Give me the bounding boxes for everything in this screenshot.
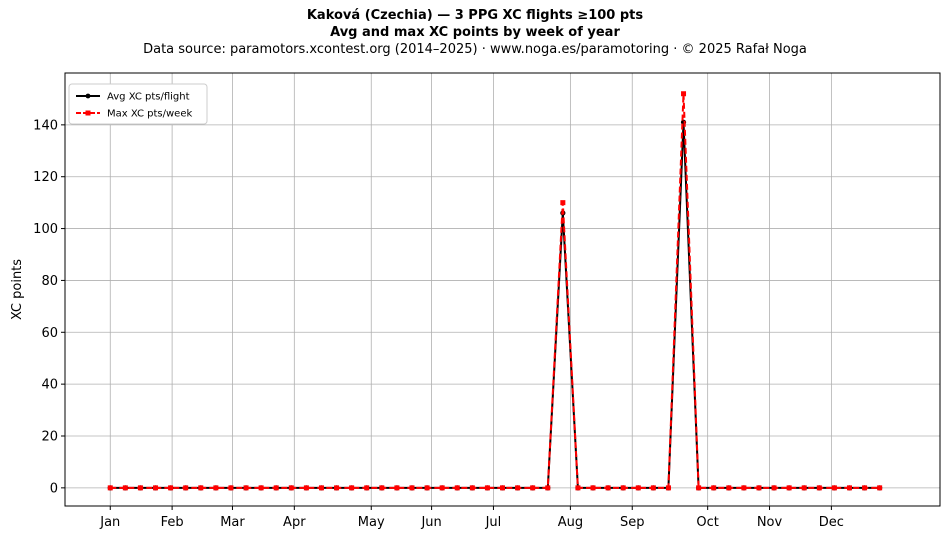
x-tick-label: Jun: [420, 515, 441, 530]
data-point-max: [122, 485, 128, 491]
data-point-max: [665, 485, 671, 491]
data-point-max: [650, 485, 656, 491]
data-point-max: [771, 485, 777, 491]
data-point-max: [681, 91, 687, 97]
plot-frame: [64, 72, 941, 507]
data-point-max: [530, 485, 536, 491]
y-axis-label: XC points: [10, 259, 25, 320]
data-point-max: [183, 485, 189, 491]
x-tick-label: Aug: [558, 515, 583, 530]
x-tick-label: Jan: [99, 515, 120, 530]
data-point-max: [107, 485, 113, 491]
y-tick-label: 20: [41, 429, 58, 444]
data-point-max: [469, 485, 475, 491]
data-point-max: [575, 485, 581, 491]
x-tick-label: Mar: [220, 515, 245, 530]
legend-box: [68, 83, 208, 125]
data-point-max: [439, 485, 445, 491]
x-tick-label: May: [358, 515, 385, 530]
data-point-max: [243, 485, 249, 491]
chart-title: Kaková (Czechia) — 3 PPG XC flights ≥100…: [306, 8, 644, 23]
legend-label: Avg XC pts/flight: [107, 92, 190, 103]
data-point-max: [394, 485, 400, 491]
data-point-max: [213, 485, 219, 491]
series-line-max: [110, 92, 880, 489]
data-point-max: [349, 485, 355, 491]
legend-swatch-marker: [85, 110, 91, 116]
data-point-max: [409, 485, 415, 491]
data-point-max: [484, 485, 490, 491]
data-point-max: [846, 485, 852, 491]
data-point-max: [711, 485, 717, 491]
data-point-max: [862, 485, 868, 491]
data-point-max: [635, 485, 641, 491]
data-point-max: [168, 485, 174, 491]
data-point-max: [318, 485, 324, 491]
x-tick-label: Jul: [485, 515, 502, 530]
data-point-max: [500, 485, 505, 491]
data-point-max: [364, 485, 370, 491]
data-point-max: [756, 485, 762, 491]
data-point-max: [424, 485, 430, 491]
data-point-max: [741, 485, 747, 491]
data-point-max: [258, 485, 264, 491]
data-point-max: [454, 485, 460, 491]
data-point-max: [334, 485, 340, 491]
data-point-max: [560, 200, 566, 206]
data-point-max: [303, 485, 309, 491]
data-point-max: [515, 485, 521, 491]
data-point-max: [379, 485, 385, 491]
y-tick-label: 0: [50, 481, 58, 496]
legend-label: Max XC pts/week: [107, 109, 192, 120]
x-tick-label: Apr: [283, 515, 306, 530]
y-tick-label: 100: [33, 222, 58, 237]
legend: Avg XC pts/flight Max XC pts/week: [68, 83, 208, 125]
data-point-max: [137, 485, 143, 491]
y-tick-label: 40: [41, 378, 58, 393]
series-line-avg: [110, 121, 880, 489]
data-point-max: [831, 485, 837, 491]
data-point-max: [726, 485, 732, 491]
data-point-max: [605, 485, 611, 491]
x-tick-label: Oct: [696, 515, 718, 530]
data-point-max: [786, 485, 792, 491]
data-point-max: [816, 485, 822, 491]
y-tick-label: 80: [41, 274, 58, 289]
data-point-max: [801, 485, 807, 491]
data-point-max: [620, 485, 626, 491]
chart-subtitle: Avg and max XC points by week of year: [330, 25, 620, 40]
data-source-note: Data source: paramotors.xcontest.org (20…: [143, 42, 807, 57]
x-tick-label: Nov: [757, 515, 783, 530]
data-point-max: [273, 485, 279, 491]
data-point-max: [228, 485, 234, 491]
data-point-max: [198, 485, 204, 491]
data-point-max: [590, 485, 596, 491]
data-point-max: [545, 485, 551, 491]
x-tick-label: Sep: [620, 515, 645, 530]
y-tick-label: 60: [41, 326, 58, 341]
legend-swatch-marker: [85, 93, 91, 99]
data-point-max: [288, 485, 294, 491]
x-tick-label: Dec: [819, 515, 844, 530]
x-tick-label: Feb: [161, 515, 184, 530]
data-point-max: [153, 485, 159, 491]
y-tick-label: 120: [33, 170, 58, 185]
data-point-max: [696, 485, 702, 491]
data-point-max: [877, 485, 883, 491]
y-tick-label: 140: [33, 118, 58, 133]
